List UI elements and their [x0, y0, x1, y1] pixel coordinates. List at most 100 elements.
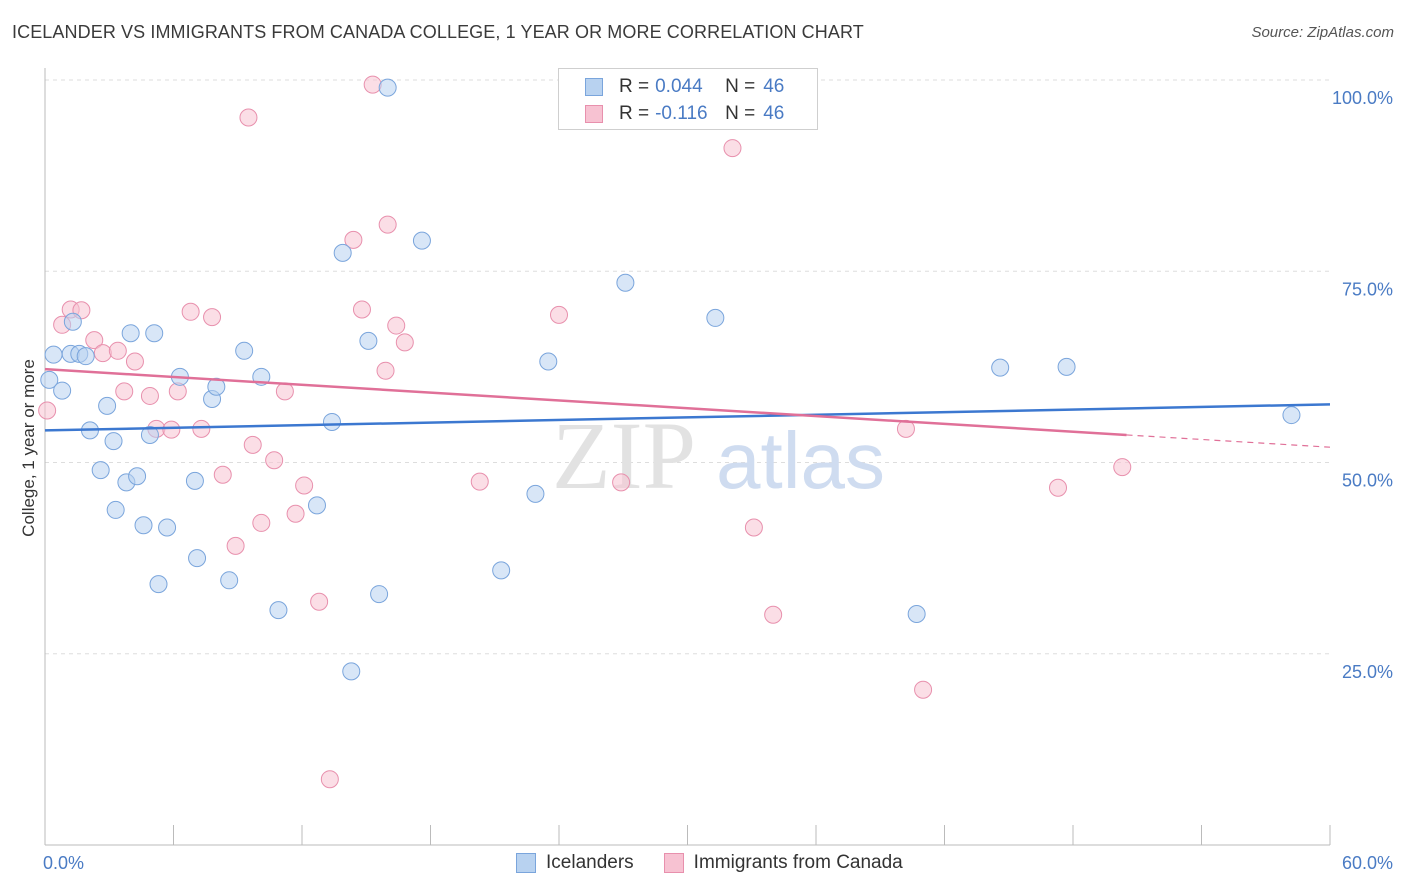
grid-lines — [45, 79, 1330, 655]
point-icelanders — [235, 341, 254, 360]
n-label: N = — [725, 103, 756, 124]
point-icelanders — [40, 370, 59, 389]
point-immigrants — [378, 215, 397, 234]
trend-line-immigrants-extension — [1126, 434, 1331, 448]
point-icelanders — [991, 358, 1010, 377]
point-icelanders — [220, 571, 239, 590]
point-immigrants — [764, 605, 783, 624]
point-immigrants — [140, 386, 159, 405]
r-value: -0.116 — [655, 103, 708, 124]
point-immigrants — [275, 382, 294, 401]
point-icelanders — [44, 345, 63, 364]
point-immigrants — [239, 108, 258, 127]
watermark-atlas: atlas — [716, 416, 885, 505]
point-icelanders — [322, 412, 341, 431]
point-icelanders — [53, 381, 72, 400]
source-note: Source: ZipAtlas.com — [1251, 24, 1394, 41]
r-value: 0.044 — [655, 76, 703, 97]
y-tick-label: 50.0% — [1342, 471, 1393, 491]
trend-lines — [44, 367, 1331, 448]
point-immigrants — [550, 305, 568, 324]
r-label: R = — [619, 76, 650, 97]
point-icelanders — [526, 484, 545, 503]
point-icelanders — [378, 78, 397, 97]
point-icelanders — [188, 549, 207, 568]
point-icelanders — [492, 561, 511, 580]
n-label: N = — [725, 76, 756, 97]
y-axis-label: College, 1 year or more — [19, 359, 38, 537]
legend-swatch-pink — [585, 105, 603, 123]
trend-line-immigrants — [44, 367, 1127, 437]
point-icelanders — [104, 432, 123, 451]
point-immigrants — [363, 75, 382, 94]
n-value: 46 — [763, 103, 785, 124]
point-immigrants — [320, 770, 339, 789]
point-immigrants — [1049, 478, 1068, 497]
legend-label: Immigrants from Canada — [693, 852, 903, 873]
point-immigrants — [192, 419, 211, 438]
point-immigrants — [162, 420, 181, 439]
point-immigrants — [213, 465, 232, 484]
point-immigrants — [344, 230, 363, 249]
point-immigrants — [612, 473, 631, 492]
chart-title: ICELANDER VS IMMIGRANTS FROM CANADA COLL… — [12, 22, 864, 42]
point-icelanders — [140, 425, 159, 444]
y-tick-label: 75.0% — [1342, 279, 1393, 299]
point-icelanders — [342, 662, 361, 681]
point-immigrants — [1113, 458, 1132, 477]
point-immigrants — [723, 139, 742, 158]
n-value: 46 — [763, 76, 785, 97]
point-icelanders — [128, 467, 147, 486]
point-immigrants — [38, 401, 57, 420]
point-immigrants — [243, 435, 262, 454]
point-icelanders — [91, 461, 110, 480]
legend-item-immigrants-from-canada[interactable]: Immigrants from Canada — [663, 852, 903, 874]
point-immigrants — [395, 333, 414, 352]
y-tick-label: 100.0% — [1332, 88, 1393, 108]
axes — [44, 68, 1331, 846]
point-immigrants — [181, 302, 200, 321]
r-label: R = — [619, 103, 650, 124]
point-icelanders — [539, 352, 558, 371]
legend-swatch-blue — [585, 78, 603, 96]
tick-labels: 25.0% 50.0% 75.0% 100.0% 0.0% 60.0% — [43, 88, 1393, 873]
stats-legend: R = 0.044 N = 46 R = -0.116 N = 46 — [558, 68, 818, 130]
x-tick-label: 0.0% — [43, 853, 84, 873]
point-immigrants — [310, 592, 329, 611]
point-icelanders — [1057, 357, 1076, 376]
point-immigrants — [115, 382, 134, 401]
point-immigrants — [125, 352, 144, 371]
point-icelanders — [76, 347, 95, 366]
point-icelanders — [706, 308, 725, 327]
point-immigrants — [93, 344, 112, 363]
point-icelanders — [98, 396, 117, 415]
series-icelanders — [40, 78, 1301, 681]
legend-swatch-blue — [516, 853, 536, 873]
point-icelanders — [158, 518, 177, 537]
point-icelanders — [359, 331, 378, 350]
point-icelanders — [134, 516, 153, 535]
legend-swatch-pink — [663, 853, 684, 873]
point-icelanders — [121, 324, 140, 343]
point-icelanders — [907, 604, 926, 623]
point-icelanders — [106, 500, 125, 519]
point-icelanders — [149, 575, 168, 594]
legend-label: Icelanders — [546, 852, 634, 873]
point-immigrants — [470, 472, 489, 491]
point-immigrants — [352, 300, 371, 319]
point-immigrants — [295, 476, 314, 495]
y-tick-label: 25.0% — [1342, 662, 1393, 682]
point-immigrants — [376, 361, 395, 380]
point-icelanders — [1282, 406, 1301, 425]
legend-item-icelanders[interactable]: Icelanders — [516, 852, 634, 874]
legend-row-immigrants: R = -0.116 N = 46 — [585, 102, 784, 126]
point-immigrants — [744, 518, 763, 537]
point-icelanders — [370, 585, 389, 604]
point-icelanders — [333, 243, 352, 262]
point-immigrants — [914, 680, 933, 699]
point-immigrants — [108, 341, 127, 360]
point-icelanders — [185, 471, 204, 490]
point-immigrants — [203, 308, 222, 327]
point-immigrants — [85, 331, 104, 350]
